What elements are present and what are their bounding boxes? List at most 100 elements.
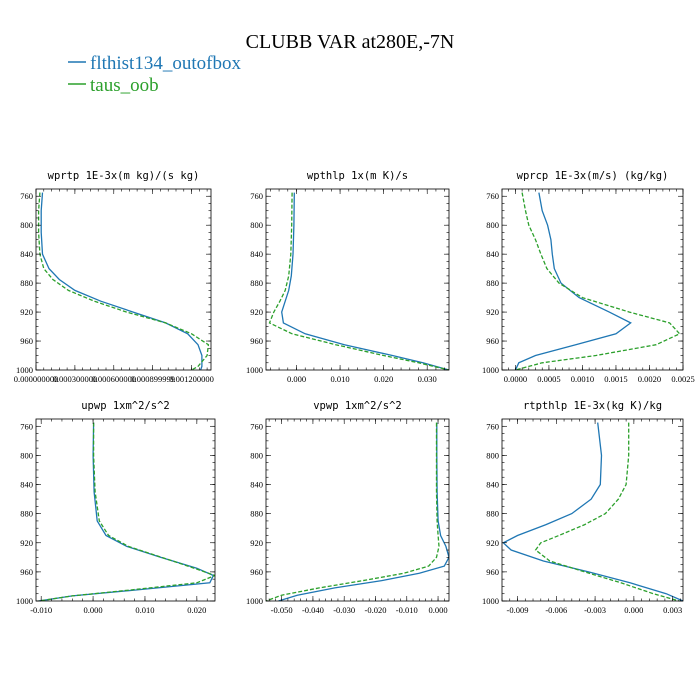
y-tick-label: 840 <box>20 249 33 259</box>
y-tick-label: 920 <box>20 538 33 548</box>
panel-2: wpthlp 1x(m K)/s 760 800 840 880 920 960 1000 0.… <box>246 170 450 384</box>
x-tick-label: -0.009 <box>507 605 529 615</box>
y-tick-label: 1000 <box>246 365 263 375</box>
x-tick-label: 0.000899999 <box>130 374 175 384</box>
y-tick-label: 920 <box>20 307 33 317</box>
plot-frame <box>35 418 216 602</box>
panels-grid: wprtp 1E-3x(m kg)/(s kg) 760 800 840 880 920 9… <box>14 170 695 615</box>
series-line-1 <box>281 192 449 370</box>
y-tick-label: 760 <box>486 191 499 201</box>
y-tick-label: 760 <box>20 191 33 201</box>
series-line-2 <box>37 192 210 370</box>
y-tick-label: 800 <box>20 220 33 230</box>
series-line-1 <box>502 422 683 601</box>
y-tick-label: 800 <box>250 450 263 460</box>
y-tick-label: 760 <box>486 421 499 431</box>
x-tick-label: -0.050 <box>271 605 293 615</box>
y-tick-label: 1000 <box>246 596 263 606</box>
y-tick-label: 1000 <box>16 596 33 606</box>
panel-6: rtpthlp 1E-3x(kg K)/kg 760 800 840 880 920 960… <box>482 400 684 615</box>
x-tick-label: 0.000 <box>84 605 103 615</box>
y-tick-label: 760 <box>20 421 33 431</box>
y-tick-label: 800 <box>486 450 499 460</box>
y-tick-label: 960 <box>20 336 33 346</box>
x-tick-label: 0.000 <box>287 374 306 384</box>
x-tick-label: -0.040 <box>302 605 324 615</box>
y-tick-label: 920 <box>486 307 499 317</box>
x-tick-label: 0.0025 <box>671 374 694 384</box>
x-tick-label: -0.003 <box>584 605 606 615</box>
y-tick-label: 800 <box>486 220 499 230</box>
series-line-2 <box>266 422 440 601</box>
y-tick-label: 960 <box>250 336 263 346</box>
y-tick-label: 800 <box>20 450 33 460</box>
y-tick-label: 840 <box>250 249 263 259</box>
y-tick-label: 880 <box>486 509 499 519</box>
x-tick-label: -0.020 <box>365 605 387 615</box>
x-tick-label: 0.010 <box>331 374 350 384</box>
plot-frame <box>265 418 450 602</box>
series-line-2 <box>534 422 680 601</box>
series-line-1 <box>40 192 203 370</box>
panel-5: vpwp 1xm^2/s^2 760 800 840 880 920 960 1000 -0.0… <box>246 400 450 615</box>
series-line-1 <box>514 192 632 370</box>
y-tick-label: 880 <box>20 509 33 519</box>
y-tick-label: 1000 <box>482 596 499 606</box>
panel-title: rtpthlp 1E-3x(kg K)/kg <box>523 400 662 412</box>
panel-title: vpwp 1xm^2/s^2 <box>313 400 402 412</box>
y-tick-label: 840 <box>250 480 263 490</box>
x-tick-label: 0.000000000 <box>14 374 59 384</box>
legend-label-series-2: taus_oob <box>90 75 159 96</box>
x-tick-label: 0.000300000 <box>53 374 98 384</box>
series-line-2 <box>515 192 681 370</box>
y-tick-label: 800 <box>250 220 263 230</box>
figure-title: CLUBB VAR at280E,-7N <box>246 31 455 53</box>
plot-frame <box>501 188 684 371</box>
panel-1: wprtp 1E-3x(m kg)/(s kg) 760 800 840 880 920 9… <box>14 170 214 384</box>
panel-title: wprcp 1E-3x(m/s) (kg/kg) <box>517 170 669 182</box>
plot-frame <box>501 418 684 602</box>
y-tick-label: 760 <box>250 191 263 201</box>
y-tick-label: 960 <box>486 567 499 577</box>
x-tick-label: 0.0015 <box>604 374 627 384</box>
y-tick-label: 880 <box>20 278 33 288</box>
panel-title: wpthlp 1x(m K)/s <box>307 170 408 182</box>
x-tick-label: -0.010 <box>396 605 418 615</box>
x-tick-label: 0.003 <box>663 605 682 615</box>
y-tick-label: 920 <box>486 538 499 548</box>
y-tick-label: 840 <box>20 480 33 490</box>
x-tick-label: -0.030 <box>333 605 355 615</box>
y-tick-label: 880 <box>250 509 263 519</box>
panel-4: upwp 1xm^2/s^2 760 800 840 880 920 960 1000-0.0… <box>16 400 216 615</box>
x-tick-label: 0.0020 <box>638 374 661 384</box>
x-tick-label: -0.006 <box>545 605 567 615</box>
y-tick-label: 760 <box>250 421 263 431</box>
legend-label-series-1: flthist134_outofbox <box>90 53 241 74</box>
y-tick-label: 880 <box>250 278 263 288</box>
x-tick-label: 0.000 <box>624 605 643 615</box>
x-tick-label: 0.000 <box>428 605 447 615</box>
x-tick-label: 0.030 <box>418 374 437 384</box>
series-line-1 <box>38 422 215 601</box>
x-tick-label: 0.000600000 <box>91 374 136 384</box>
y-tick-label: 880 <box>486 278 499 288</box>
plot-frame <box>35 188 212 371</box>
x-tick-label: 0.0010 <box>571 374 594 384</box>
x-tick-label: 0.0005 <box>537 374 560 384</box>
panel-3: wprcp 1E-3x(m/s) (kg/kg) 760 800 840 880 920 9… <box>482 170 695 384</box>
x-tick-label: 0.0000 <box>504 374 527 384</box>
x-tick-label: 0.010 <box>135 605 154 615</box>
series-line-2 <box>268 192 449 370</box>
y-tick-label: 960 <box>250 567 263 577</box>
x-tick-label: 0.020 <box>374 374 393 384</box>
y-tick-label: 960 <box>20 567 33 577</box>
series-line-1 <box>278 422 449 601</box>
y-tick-label: 1000 <box>482 365 499 375</box>
panel-title: upwp 1xm^2/s^2 <box>81 400 170 412</box>
series-line-2 <box>38 422 215 601</box>
legend: flthist134_outofbox taus_oob <box>68 53 241 96</box>
x-tick-label: 0.001200000 <box>169 374 214 384</box>
y-tick-label: 960 <box>486 336 499 346</box>
y-tick-label: 920 <box>250 538 263 548</box>
